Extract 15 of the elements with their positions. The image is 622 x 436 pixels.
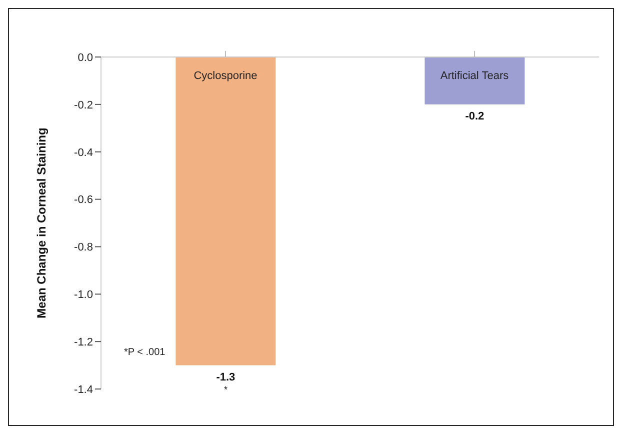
x-tick-label: Cyclosporine [194, 70, 258, 82]
y-tick-label: -1.0 [74, 289, 93, 302]
y-tick-label: -0.6 [74, 194, 93, 206]
annotation: * [224, 384, 228, 394]
x-tick-label: Artificial Tears [440, 70, 510, 82]
data-label: -0.2 [465, 110, 484, 122]
y-axis-title: Mean Change in Corneal Staining [34, 128, 48, 318]
y-tick-label: -0.2 [74, 99, 93, 112]
y-tick-label: -0.4 [74, 146, 93, 159]
y-tick-label: 0.0 [78, 52, 93, 64]
y-tick-label: -1.4 [74, 384, 93, 396]
y-tick-label: -1.2 [74, 336, 93, 348]
y-tick-label: -0.8 [74, 242, 93, 254]
annotation: *P < .001 [124, 347, 166, 358]
data-label: -1.3 [216, 371, 236, 384]
